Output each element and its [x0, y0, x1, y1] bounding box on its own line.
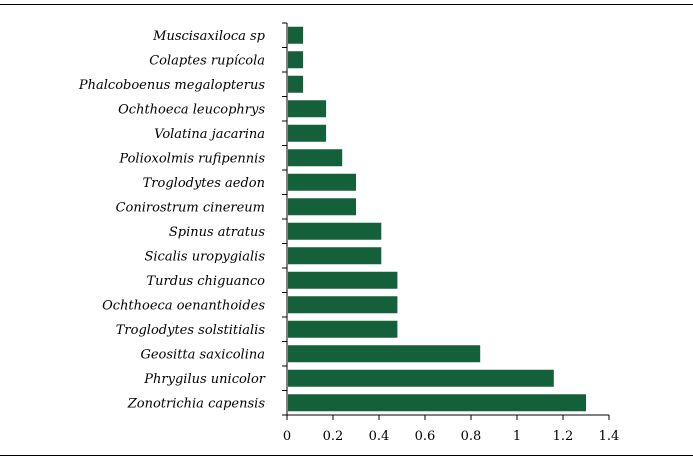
category-label: Volatina jacarina [154, 127, 265, 142]
category-label: Zonotrichia capensis [127, 396, 266, 411]
bar-14 [288, 369, 554, 387]
category-label: Colaptes rupícola [149, 53, 265, 68]
category-label: Polioxolmis rufipennis [118, 151, 265, 166]
bar-3 [288, 100, 327, 118]
x-tick-label: 1 [513, 429, 521, 444]
bar-8 [288, 222, 382, 240]
category-label: Sicalis uropygialis [144, 249, 265, 264]
bar-7 [288, 198, 356, 216]
bar-1 [288, 51, 304, 69]
x-tick-label: 0 [283, 429, 291, 444]
x-tick-label: 0.2 [323, 429, 344, 444]
bar-6 [288, 173, 356, 191]
category-label: Troglodytes aedon [143, 176, 265, 191]
category-label: Geositta saxicolina [140, 347, 265, 362]
bar-4 [288, 124, 327, 142]
category-label: Phalcoboenus megalopterus [78, 78, 265, 93]
bar-9 [288, 247, 382, 265]
bottom-rule [0, 455, 693, 456]
x-tick-label: 0.6 [415, 429, 436, 444]
x-tick-label: 1.4 [599, 429, 620, 444]
bars-layer [288, 26, 586, 412]
bar-11 [288, 296, 398, 314]
bar-13 [288, 345, 481, 363]
category-label: Ochthoeca oenanthoides [102, 298, 265, 313]
category-label: Conirostrum cinereum [116, 200, 265, 215]
labels-layer: Muscisaxiloca sp Colaptes rupícola Phalcob… [78, 29, 619, 444]
bar-2 [288, 75, 304, 93]
category-label: Troglodytes solstitialis [116, 323, 266, 338]
category-label: Phrygilus unicolor [143, 372, 265, 387]
category-label: Ochthoeca leucophrys [118, 102, 265, 117]
bar-10 [288, 271, 398, 289]
x-tick-label: 0.8 [461, 429, 482, 444]
category-label: Turdus chiguanco [147, 274, 266, 289]
axes-layer [282, 22, 610, 420]
bar-12 [288, 320, 398, 338]
x-tick-label: 1.2 [553, 429, 574, 444]
top-rule [0, 4, 693, 5]
x-tick-label: 0.4 [369, 429, 390, 444]
bar-5 [288, 149, 343, 167]
category-label: Spinus atratus [169, 225, 265, 240]
bar-0 [288, 26, 304, 44]
bar-15 [288, 394, 586, 412]
category-label: Muscisaxiloca sp [152, 29, 266, 44]
